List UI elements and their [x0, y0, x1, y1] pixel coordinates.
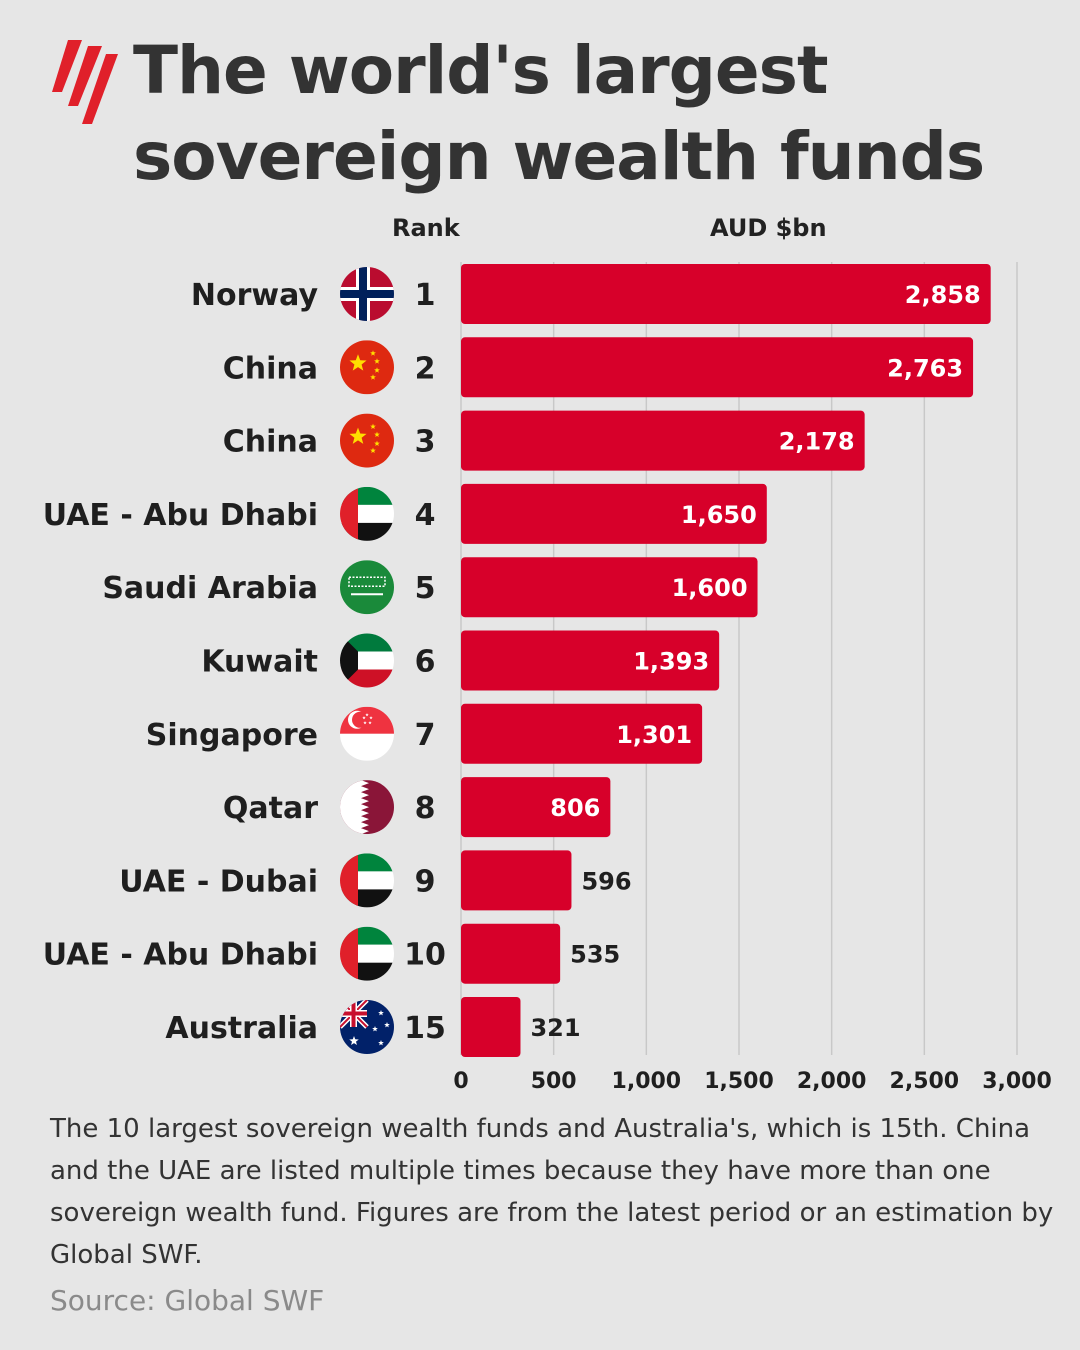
- bar: [461, 410, 865, 471]
- rank-label: 15: [404, 1011, 446, 1046]
- australia-flag-icon: [340, 1000, 394, 1054]
- rank-column-header: Rank: [392, 214, 460, 242]
- rank-label: 4: [415, 498, 436, 533]
- rank-label: 9: [415, 864, 436, 899]
- rank-label: 3: [415, 425, 436, 460]
- uae-flag-icon: [340, 926, 394, 981]
- rank-label: 10: [404, 938, 446, 973]
- country-label: Kuwait: [201, 645, 318, 680]
- bar: [461, 483, 767, 544]
- rank-label: 2: [415, 351, 436, 386]
- country-label: China: [223, 351, 318, 386]
- bar: [461, 264, 991, 324]
- bar: [461, 850, 572, 911]
- country-label: UAE - Abu Dhabi: [43, 498, 318, 533]
- x-tick-label: 2,500: [890, 1069, 960, 1094]
- bar-value-label: 535: [570, 941, 620, 969]
- bar-chart: 0 500 1,000 1,500 2,000 2,500 3,000 Norway 1 2,85…: [43, 262, 1052, 1094]
- rank-label: 5: [415, 571, 436, 606]
- country-label: Norway: [191, 278, 319, 313]
- kuwait-flag-icon: [340, 633, 394, 688]
- x-tick-label: 0: [453, 1069, 468, 1094]
- sbs-logo: [52, 40, 118, 124]
- rank-label: 1: [415, 278, 436, 313]
- saudi-arabia-flag-icon: [340, 560, 394, 615]
- bar-value-label: 2,858: [905, 281, 981, 309]
- rank-label: 8: [415, 791, 436, 826]
- country-label: UAE - Dubai: [119, 864, 318, 899]
- bar-value-label: 1,393: [633, 648, 709, 676]
- chart-title: The world's largest sovereign wealth fun…: [133, 32, 985, 195]
- bar-value-label: 1,650: [681, 501, 757, 529]
- qatar-flag-icon: [340, 780, 394, 835]
- bar: [461, 997, 521, 1057]
- bar: [461, 923, 561, 984]
- bar: [461, 703, 703, 764]
- chart-source: Source: Global SWF: [50, 1284, 325, 1317]
- country-label: Saudi Arabia: [102, 571, 318, 606]
- china-flag-icon: [340, 413, 394, 468]
- bar: [461, 777, 611, 838]
- bar-value-label: 1,600: [672, 574, 748, 602]
- bar-value-label: 596: [581, 867, 631, 895]
- china-flag-icon: [340, 340, 394, 395]
- country-label: China: [223, 425, 318, 460]
- rank-label: 6: [415, 645, 436, 680]
- x-tick-label: 2,000: [797, 1069, 867, 1094]
- bar-value-label: 321: [530, 1014, 580, 1042]
- chart-caption: The 10 largest sovereign wealth funds an…: [50, 1114, 1054, 1270]
- rank-label: 7: [415, 718, 436, 753]
- bar: [461, 337, 974, 398]
- bar-value-label: 2,178: [779, 428, 855, 456]
- country-label: UAE - Abu Dhabi: [43, 938, 318, 973]
- x-tick-label: 1,500: [704, 1069, 774, 1094]
- singapore-flag-icon: [340, 706, 394, 761]
- bar: [461, 630, 720, 691]
- country-label: Qatar: [223, 791, 318, 826]
- uae-flag-icon: [340, 486, 394, 541]
- uae-flag-icon: [340, 853, 394, 908]
- bar-value-label: 806: [550, 794, 600, 822]
- value-column-header: AUD $bn: [710, 214, 827, 242]
- country-label: Singapore: [146, 718, 318, 753]
- country-label: Australia: [165, 1011, 318, 1046]
- bar-value-label: 1,301: [616, 721, 692, 749]
- x-tick-label: 3,000: [982, 1069, 1052, 1094]
- x-tick-label: 1,000: [612, 1069, 682, 1094]
- bar-value-label: 2,763: [887, 354, 963, 382]
- bar: [461, 557, 758, 618]
- norway-flag-icon: [340, 267, 394, 321]
- x-tick-label: 500: [531, 1069, 577, 1094]
